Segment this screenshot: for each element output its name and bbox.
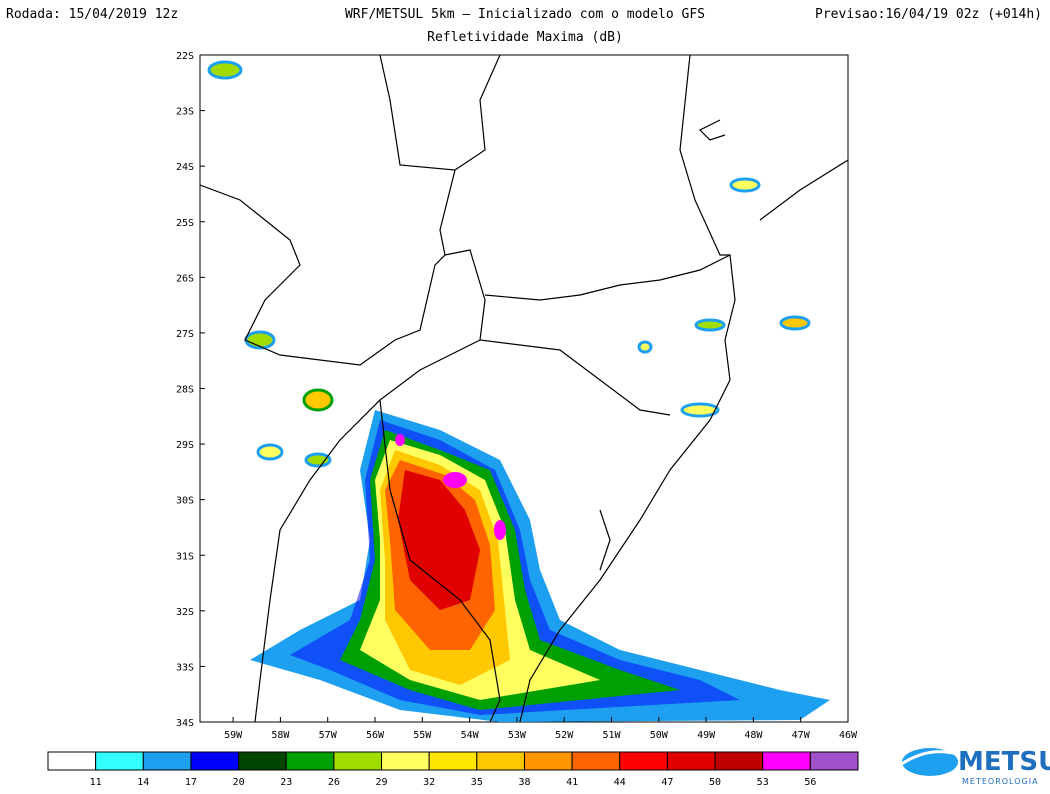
lon-label: 54W: [461, 730, 480, 741]
colorbar-box: [95, 751, 144, 771]
lon-label: 50W: [650, 730, 669, 741]
colorbar-label: 14: [137, 777, 149, 788]
colorbar-label: 56: [804, 777, 816, 788]
colorbar-box: [714, 751, 764, 771]
colorbar-box: [333, 751, 383, 771]
lat-label: 24S: [176, 162, 194, 173]
colorbar-box: [428, 751, 478, 771]
lat-label: 28S: [176, 385, 194, 396]
model-label: WRF/METSUL 5km — Inicializado com o mode…: [345, 7, 705, 22]
forecast-label: Previsao:16/04/19 02z (+014h): [815, 7, 1042, 22]
lon-label: 48W: [744, 730, 763, 741]
colorbar-box: [809, 751, 859, 771]
colorbar-label: 32: [423, 777, 435, 788]
colorbar-box: [381, 751, 430, 771]
run-label: Rodada: 15/04/2019 12z: [6, 7, 178, 22]
colorbar-box: [619, 751, 668, 771]
colorbar-label: 26: [328, 777, 340, 788]
lat-label: 22S: [176, 51, 194, 62]
reflectivity-field: [207, 60, 830, 722]
colorbar-box: [190, 751, 240, 771]
map: [199, 54, 849, 723]
lon-label: 57W: [319, 730, 338, 741]
colorbar-box: [523, 751, 573, 771]
borders: [200, 55, 848, 722]
lat-label: 31S: [176, 551, 194, 562]
colorbar-label: 41: [566, 777, 578, 788]
lon-label: 53W: [508, 730, 527, 741]
lon-label: 59W: [224, 730, 243, 741]
lat-label: 34S: [176, 718, 194, 729]
lat-label: 27S: [176, 329, 194, 340]
longitude-labels: 59W 58W 57W 56W 55W 54W 53W 52W 51W 50W 49W 48W 47W 4…: [224, 717, 858, 741]
colorbar-label: 29: [376, 777, 388, 788]
colorbar-label: 20: [233, 777, 245, 788]
colorbar-box: [285, 751, 335, 771]
colorbar-label: 35: [471, 777, 483, 788]
colorbar-label: 44: [614, 777, 626, 788]
lon-label: 46W: [839, 730, 858, 741]
colorbar-label: 11: [90, 777, 102, 788]
lat-label: 26S: [176, 273, 194, 284]
lon-label: 56W: [366, 730, 385, 741]
field-label: Refletividade Maxima (dB): [427, 30, 623, 45]
lat-label: 32S: [176, 607, 194, 618]
lon-label: 52W: [555, 730, 574, 741]
colorbar-box: [47, 751, 97, 771]
colorbar-box: [666, 751, 716, 771]
lon-label: 55W: [413, 730, 432, 741]
lat-label: 29S: [176, 440, 194, 451]
lon-label: 51W: [602, 730, 621, 741]
colorbar-label: 17: [185, 777, 197, 788]
lat-label: 30S: [176, 496, 194, 507]
latitude-labels: 22S 23S 24S 25S 26S 27S 28S 29S 30S 31S 32S 33S 34S: [176, 51, 205, 729]
colorbar-label: 50: [709, 777, 721, 788]
colorbar-box: [476, 751, 525, 771]
lat-label: 33S: [176, 662, 194, 673]
lon-label: 49W: [697, 730, 716, 741]
lon-label: 47W: [792, 730, 811, 741]
colorbar-box: [762, 751, 811, 771]
colorbar-box: [571, 751, 621, 771]
lon-label: 58W: [271, 730, 290, 741]
logo-tagline: METEOROLOGIA: [962, 777, 1039, 786]
colorbar-label: 47: [661, 777, 673, 788]
colorbar-label: 38: [518, 777, 530, 788]
colorbar-box: [142, 751, 192, 771]
logo: METSUL METEOROLOGIA: [899, 747, 1050, 786]
lat-label: 25S: [176, 218, 194, 229]
colorbar: 11 14 17 20 23 26 29 32 35 38 41 44 47 50 53 56: [47, 751, 859, 788]
colorbar-label: 23: [280, 777, 292, 788]
logo-name: METSUL: [958, 747, 1050, 777]
colorbar-box: [238, 751, 287, 771]
lat-label: 23S: [176, 107, 194, 118]
colorbar-label: 53: [757, 777, 769, 788]
